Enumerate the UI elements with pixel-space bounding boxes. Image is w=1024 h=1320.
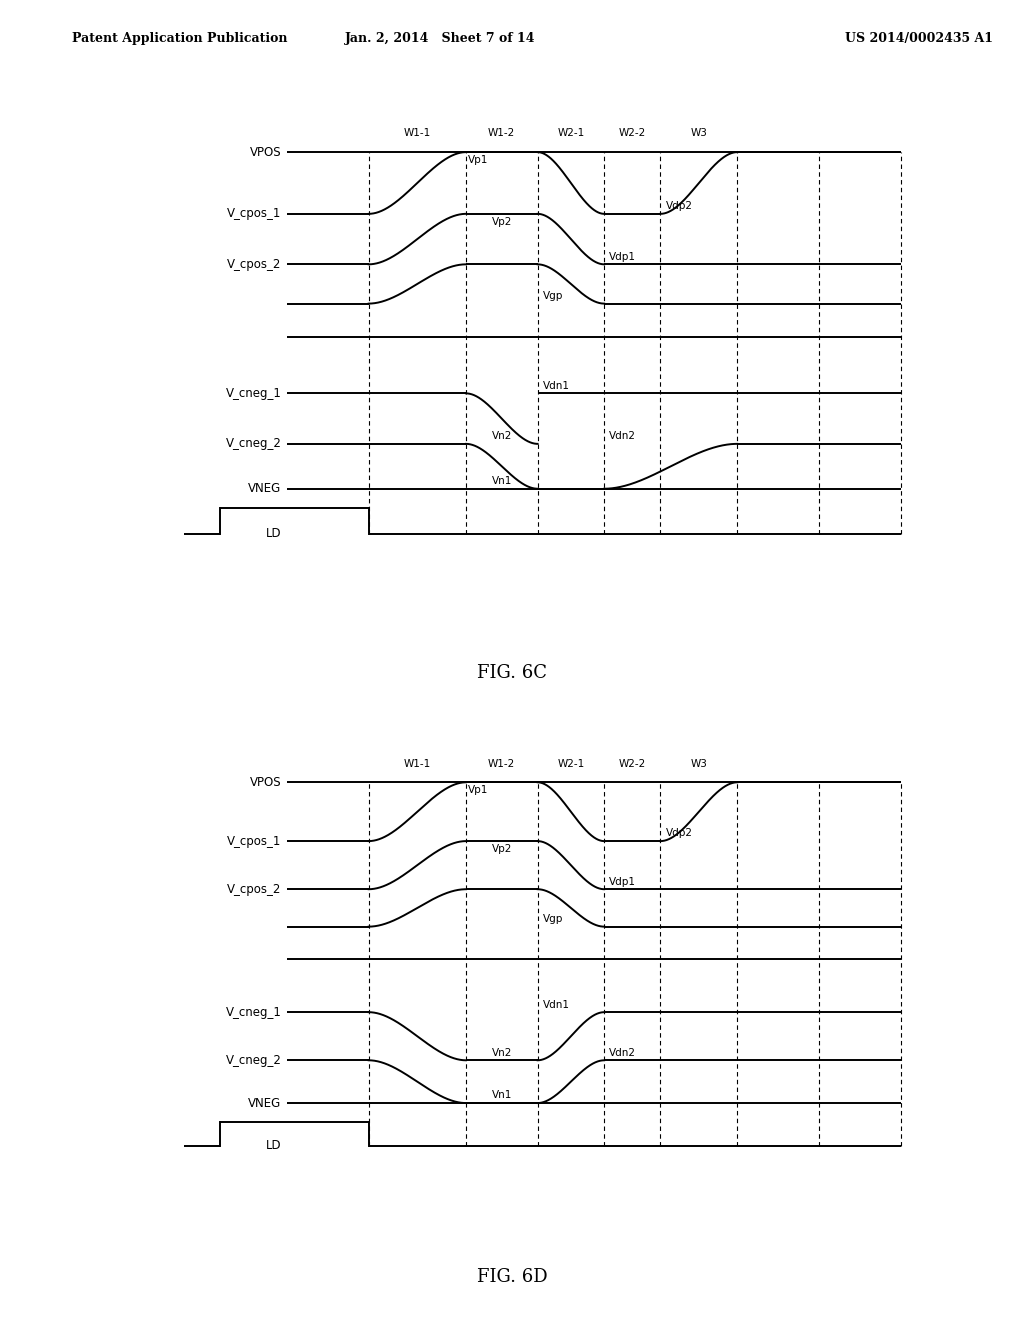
Text: Vgp: Vgp [543, 290, 563, 301]
Text: Vn2: Vn2 [492, 432, 512, 441]
Text: Vp1: Vp1 [468, 785, 488, 795]
Text: LD: LD [266, 527, 282, 540]
Text: Vp2: Vp2 [492, 843, 512, 854]
Text: W2-1: W2-1 [557, 759, 585, 770]
Text: US 2014/0002435 A1: US 2014/0002435 A1 [845, 32, 993, 45]
Text: Vp1: Vp1 [468, 154, 488, 165]
Text: Vdp1: Vdp1 [609, 876, 636, 887]
Text: VPOS: VPOS [250, 776, 282, 789]
Text: LD: LD [266, 1139, 282, 1152]
Text: V_cpos_2: V_cpos_2 [227, 883, 282, 896]
Text: W3: W3 [690, 759, 708, 770]
Text: W1-1: W1-1 [403, 128, 431, 139]
Text: Vn1: Vn1 [492, 477, 512, 486]
Text: VPOS: VPOS [250, 145, 282, 158]
Text: Vn2: Vn2 [492, 1048, 512, 1057]
Text: VNEG: VNEG [249, 1097, 282, 1110]
Text: FIG. 6C: FIG. 6C [477, 664, 547, 682]
Text: V_cpos_1: V_cpos_1 [227, 207, 282, 220]
Text: Vp2: Vp2 [492, 216, 512, 227]
Text: Vdp1: Vdp1 [609, 252, 636, 261]
Text: W2-2: W2-2 [618, 128, 646, 139]
Text: Vdn2: Vdn2 [609, 432, 636, 441]
Text: V_cneg_2: V_cneg_2 [225, 1053, 282, 1067]
Text: V_cpos_1: V_cpos_1 [227, 834, 282, 847]
Text: W2-2: W2-2 [618, 759, 646, 770]
Text: Vdn1: Vdn1 [543, 999, 569, 1010]
Text: V_cneg_1: V_cneg_1 [225, 387, 282, 400]
Text: Vdp2: Vdp2 [666, 829, 692, 838]
Text: V_cneg_1: V_cneg_1 [225, 1006, 282, 1019]
Text: W1-1: W1-1 [403, 759, 431, 770]
Text: Patent Application Publication: Patent Application Publication [72, 32, 287, 45]
Text: FIG. 6D: FIG. 6D [477, 1269, 547, 1286]
Text: Vdn1: Vdn1 [543, 380, 569, 391]
Text: V_cpos_2: V_cpos_2 [227, 257, 282, 271]
Text: Vdn2: Vdn2 [609, 1048, 636, 1057]
Text: VNEG: VNEG [249, 482, 282, 495]
Text: Vgp: Vgp [543, 913, 563, 924]
Text: Jan. 2, 2014   Sheet 7 of 14: Jan. 2, 2014 Sheet 7 of 14 [345, 32, 536, 45]
Text: W1-2: W1-2 [488, 128, 515, 139]
Text: V_cneg_2: V_cneg_2 [225, 437, 282, 450]
Text: W1-2: W1-2 [488, 759, 515, 770]
Text: Vdp2: Vdp2 [666, 201, 692, 211]
Text: W2-1: W2-1 [557, 128, 585, 139]
Text: Vn1: Vn1 [492, 1090, 512, 1101]
Text: W3: W3 [690, 128, 708, 139]
